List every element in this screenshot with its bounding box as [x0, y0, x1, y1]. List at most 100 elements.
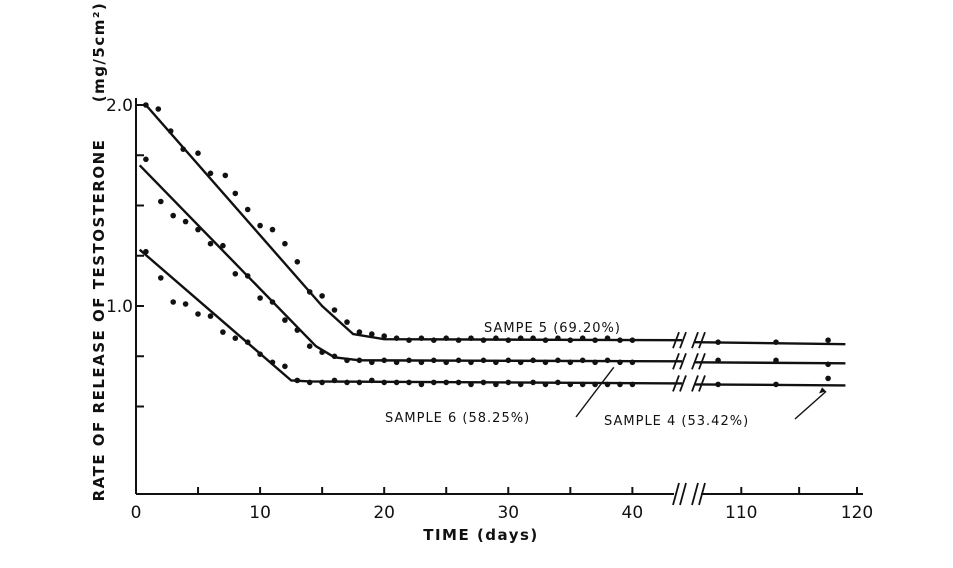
data-point	[443, 335, 450, 342]
data-point	[555, 335, 561, 342]
data-point	[143, 102, 149, 108]
data-point	[306, 289, 313, 295]
data-point	[344, 319, 350, 325]
data-point	[195, 226, 201, 233]
axes: 1.0 2.0 0 10 20 30 40 110 120	[106, 96, 873, 523]
data-point	[517, 381, 524, 388]
data-point	[306, 379, 313, 386]
data-point	[418, 359, 425, 366]
data-point	[517, 359, 524, 366]
data-point	[294, 377, 301, 384]
data-point	[542, 381, 549, 388]
break-slash	[672, 375, 680, 392]
data-point	[369, 359, 375, 366]
data-point	[331, 353, 338, 360]
data-point	[319, 379, 325, 386]
data-point	[567, 381, 574, 388]
axis-break-marks	[672, 331, 706, 506]
data-point	[715, 381, 721, 388]
data-point	[773, 339, 779, 346]
data-point	[282, 317, 288, 323]
data-point	[406, 357, 412, 364]
data-point	[207, 240, 214, 247]
break-slash	[679, 352, 687, 370]
data-point	[356, 357, 363, 364]
x-tick-label: 10	[249, 503, 271, 523]
data-point	[269, 299, 276, 305]
data-points	[143, 102, 831, 388]
break-slash	[679, 331, 687, 349]
data-point	[579, 381, 586, 388]
data-point	[294, 259, 301, 265]
data-point	[220, 329, 226, 335]
break-slash	[672, 331, 680, 349]
break-slash	[698, 331, 706, 349]
data-point	[493, 335, 499, 342]
data-point	[567, 337, 574, 344]
data-point	[143, 156, 149, 163]
data-point	[182, 218, 189, 225]
labels: TIME (days) RATE OF RELEASE OF TESTOSTER…	[90, 2, 827, 544]
data-point	[220, 242, 226, 249]
data-point	[443, 379, 450, 386]
data-point	[592, 381, 598, 388]
data-point	[180, 146, 186, 152]
leader-sample-6	[575, 366, 615, 418]
data-point	[443, 359, 450, 366]
break-slash	[691, 375, 699, 392]
data-point	[269, 359, 276, 366]
y-tick-label: 2.0	[106, 96, 133, 116]
data-point	[344, 379, 350, 386]
x-axis-title: TIME (days)	[423, 526, 539, 544]
data-point	[617, 337, 623, 344]
x-tick-label: 110	[725, 503, 757, 523]
y-tick-label: 1.0	[106, 297, 133, 317]
data-point	[825, 337, 831, 344]
break-slash	[698, 352, 706, 370]
arrowhead-sample-4	[819, 387, 827, 394]
data-point	[468, 381, 474, 388]
break-slash	[691, 331, 699, 349]
data-point	[629, 359, 636, 366]
break-slash	[679, 375, 687, 392]
data-point	[517, 335, 524, 342]
y-axis-unit: (mg/5cm²)	[90, 2, 108, 103]
data-point	[244, 206, 251, 213]
data-point	[344, 357, 350, 364]
data-point	[406, 337, 412, 344]
data-point	[480, 357, 487, 364]
fit-line-series-2-right	[694, 361, 846, 365]
data-point	[207, 313, 214, 319]
data-point	[604, 357, 611, 364]
data-point	[369, 331, 375, 337]
data-point	[604, 381, 611, 388]
x-tick-label: 30	[497, 503, 519, 523]
data-point	[393, 359, 400, 366]
data-point	[773, 357, 779, 364]
data-point	[542, 359, 549, 366]
data-point	[195, 150, 201, 156]
data-point	[530, 335, 536, 342]
data-point	[825, 375, 831, 382]
data-point	[455, 337, 462, 344]
series-label-sample-4: SAMPLE 4 (53.42%)	[604, 414, 749, 429]
data-point	[282, 363, 288, 370]
break-slash	[679, 482, 687, 506]
break-slash	[672, 352, 680, 370]
data-point	[155, 106, 162, 112]
break-slash	[698, 482, 706, 506]
data-point	[356, 329, 363, 335]
data-point	[222, 172, 229, 179]
data-point	[244, 273, 251, 279]
data-point	[282, 240, 288, 247]
x-tick-label: 20	[373, 503, 395, 523]
data-point	[555, 357, 561, 364]
data-point	[505, 379, 512, 386]
data-point	[617, 359, 623, 366]
data-point	[530, 357, 536, 364]
data-point	[257, 295, 263, 301]
break-slash	[698, 375, 706, 392]
data-point	[480, 337, 487, 344]
data-point	[629, 381, 636, 388]
data-point	[232, 335, 239, 342]
